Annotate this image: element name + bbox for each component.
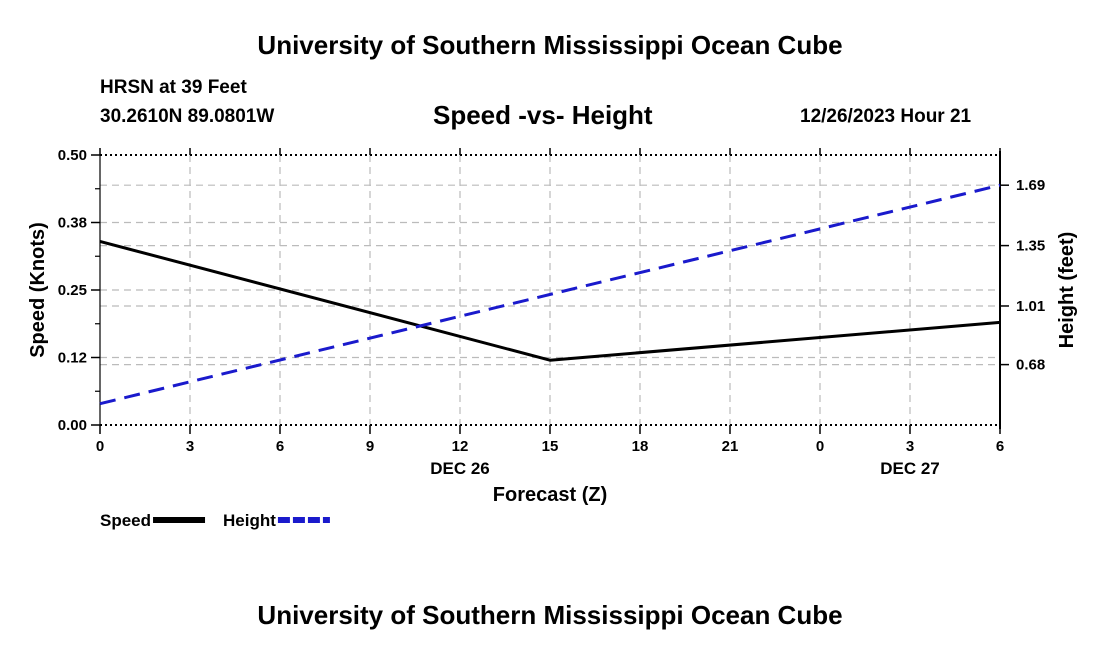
y-axis-left-label: Speed (Knots) (27, 222, 49, 358)
y-left-tick-label: 0.38 (58, 215, 87, 232)
x-axis-label: Forecast (Z) (493, 484, 607, 506)
x-tick-label: 15 (542, 438, 559, 455)
x-tick-label: 6 (276, 438, 284, 455)
station-coords: 30.2610N 89.0801W (100, 106, 275, 127)
x-tick-label: 9 (366, 438, 374, 455)
x-tick-label: 0 (816, 438, 824, 455)
series-line-height (99, 183, 1001, 406)
x-tick-label: 12 (452, 438, 469, 455)
y-right-tick-label: 1.01 (1016, 298, 1045, 315)
x-date-label: DEC 27 (880, 459, 940, 478)
y-left-tick-label: 0.25 (58, 282, 87, 299)
y-right-tick-label: 1.35 (1016, 238, 1045, 255)
station-label: HRSN at 39 Feet (100, 77, 247, 98)
chart-title: Speed -vs- Height (433, 100, 653, 130)
x-tick-label: 0 (96, 438, 104, 455)
x-tick-label: 18 (632, 438, 649, 455)
x-tick-label: 3 (186, 438, 194, 455)
y-right-tick-label: 1.69 (1016, 177, 1045, 194)
legend-label-height: Height (223, 511, 276, 530)
page-title: University of Southern Mississippi Ocean… (257, 30, 843, 60)
series-line-speed (99, 239, 1001, 362)
y-left-tick-label: 0.00 (58, 417, 87, 434)
y-right-tick-label: 0.68 (1016, 357, 1045, 374)
legend-label-speed: Speed (100, 511, 151, 530)
y-left-tick-label: 0.50 (58, 147, 87, 164)
forecast-datetime: 12/26/2023 Hour 21 (800, 106, 972, 127)
y-axis-right-label: Height (feet) (1056, 232, 1078, 349)
x-tick-label: 21 (722, 438, 739, 455)
y-left-tick-label: 0.12 (58, 350, 87, 367)
x-tick-label: 3 (906, 438, 914, 455)
x-tick-label: 6 (996, 438, 1004, 455)
x-date-label: DEC 26 (430, 459, 490, 478)
footer-title: University of Southern Mississippi Ocean… (257, 600, 843, 630)
